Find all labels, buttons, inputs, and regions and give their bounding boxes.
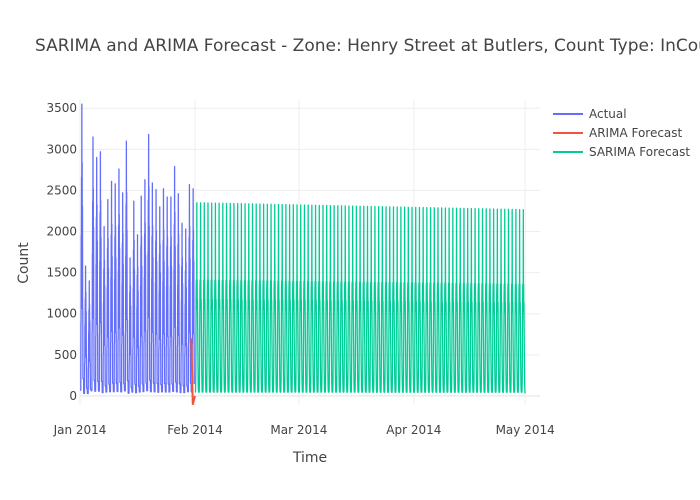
y-tick-label: 3500 [46,101,77,115]
x-tick-label: Apr 2014 [386,423,441,437]
series-line-arima-forecast[interactable] [190,338,196,405]
x-axis-title: Time [292,450,327,466]
y-tick-label: 1000 [46,307,77,321]
x-tick-label: Mar 2014 [270,423,327,437]
x-tick-label: Feb 2014 [167,423,223,437]
series-line-actual[interactable] [80,103,196,395]
legend-item-actual[interactable]: Actual [553,107,627,121]
x-tick-label: May 2014 [496,423,555,437]
legend-item-arima-forecast[interactable]: ARIMA Forecast [553,126,683,140]
x-axis-ticks: Jan 2014 Feb 2014 Mar 2014 Apr 2014 May 2014 [53,423,555,437]
legend: Actual ARIMA Forecast SARIMA Forecast [553,107,690,159]
y-axis-ticks: 0 500 1000 1500 2000 2500 3000 3500 [46,101,77,403]
y-tick-label: 1500 [46,266,77,280]
x-tick-label: Jan 2014 [53,423,107,437]
legend-label-arima-forecast: ARIMA Forecast [589,126,683,140]
plot-area [80,103,526,405]
y-axis-title: Count [16,242,32,284]
y-tick-label: 2500 [46,183,77,197]
legend-item-sarima-forecast[interactable]: SARIMA Forecast [553,145,690,159]
y-tick-label: 3000 [46,142,77,156]
y-tick-label: 2000 [46,225,77,239]
legend-label-actual: Actual [589,107,627,121]
y-tick-label: 500 [54,348,77,362]
y-tick-label: 0 [69,389,77,403]
series-line-sarima-forecast[interactable] [194,202,526,394]
legend-label-sarima-forecast: SARIMA Forecast [589,145,690,159]
chart-title: SARIMA and ARIMA Forecast - Zone: Henry … [35,36,700,56]
